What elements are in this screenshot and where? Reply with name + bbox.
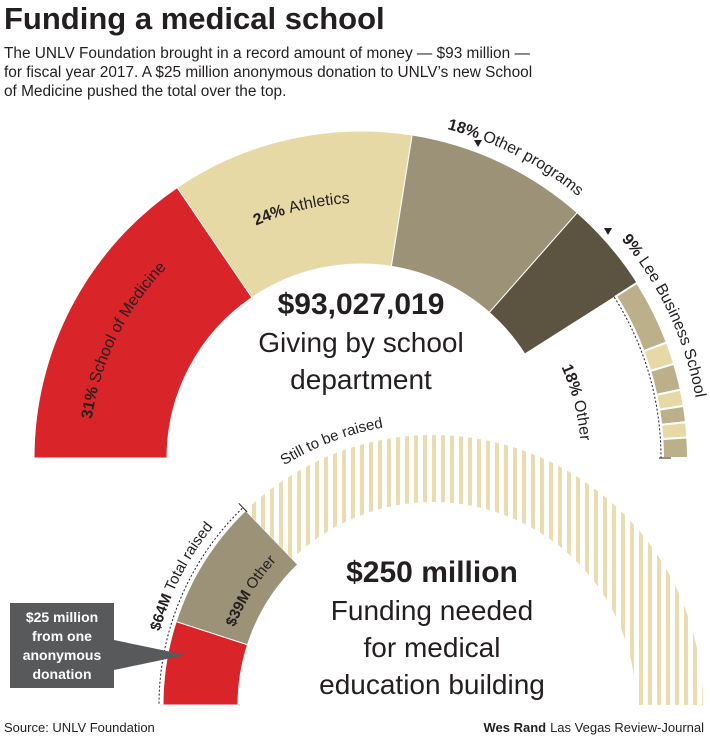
- bracket-other: [613, 296, 662, 459]
- credit-org: Las Vegas Review-Journal: [550, 720, 704, 735]
- callout-text: $25 million from one anonymous donation: [23, 609, 102, 682]
- callout-box: [10, 603, 114, 688]
- bottom-subtitle: Funding needed for medical education build…: [319, 595, 545, 700]
- bottom-donut: [162, 434, 703, 706]
- bottom-total: $250 million: [346, 556, 518, 589]
- arrow-other-programs: [474, 140, 482, 147]
- top-subtitle: Giving by school department: [258, 327, 463, 395]
- page-title: Funding a medical school: [4, 1, 385, 36]
- top-total: $93,027,019: [278, 288, 445, 321]
- intro-line-3: of Medicine pushed the total over the to…: [4, 83, 286, 100]
- bracket-total-raised-tick: [238, 502, 248, 513]
- callout-pointer: [114, 640, 186, 670]
- arrow-lee-business-school: [604, 228, 612, 235]
- bracket-total-raised: [158, 507, 244, 704]
- top-donut: [33, 130, 690, 459]
- source-note: Source: UNLV Foundation: [4, 720, 155, 735]
- intro-line-2: for fiscal year 2017. A $25 million anon…: [4, 64, 532, 81]
- credit-name: Wes Rand: [483, 720, 546, 735]
- slice-school-of-medicine: [33, 186, 253, 459]
- credit: Wes Rand Las Vegas Review-Journal: [483, 720, 704, 735]
- label-other: 18% Other: [558, 362, 594, 442]
- slice-still-to-be-raised: [245, 434, 703, 705]
- slice-other-part-7: [661, 436, 690, 459]
- intro-text: The UNLV Foundation brought in a record …: [4, 45, 536, 100]
- intro-line-1: The UNLV Foundation brought in a record …: [4, 45, 530, 62]
- slice-other-part-6: [660, 421, 689, 441]
